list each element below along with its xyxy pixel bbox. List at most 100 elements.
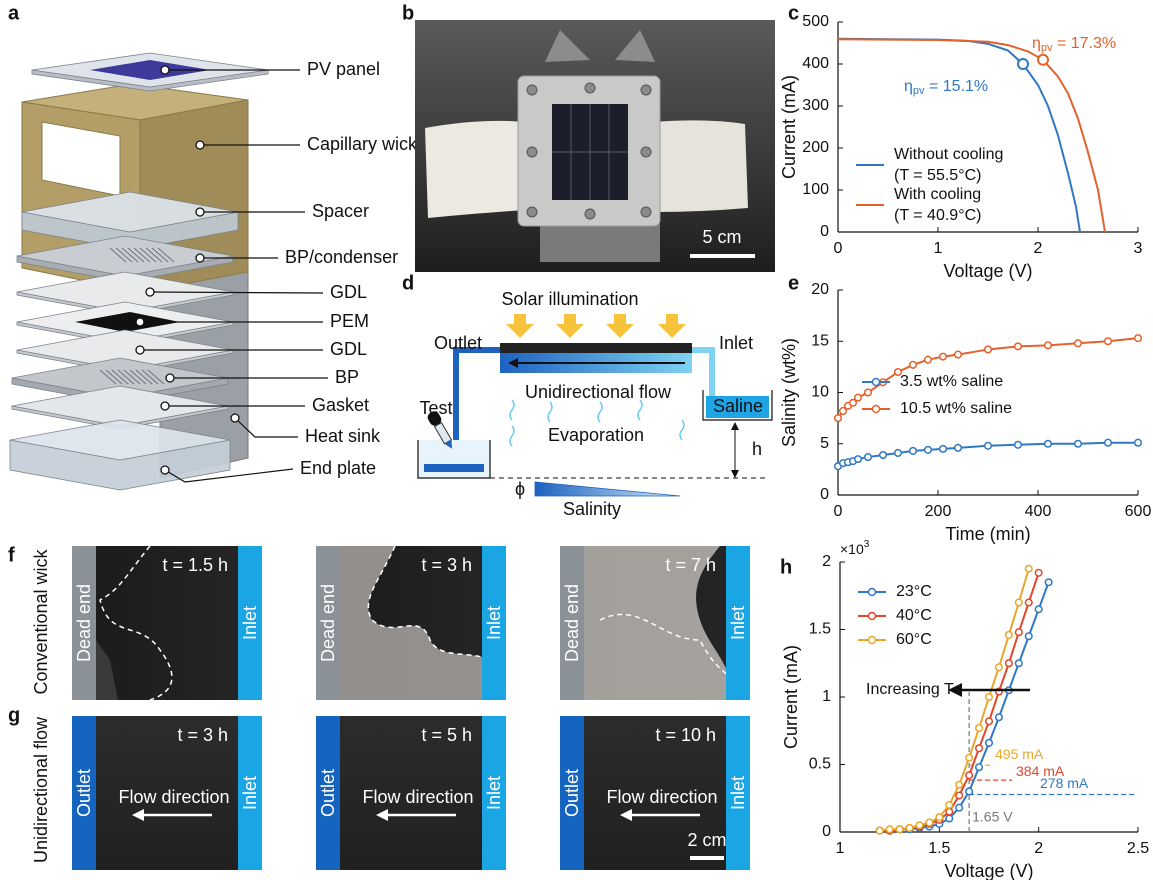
edge-label: Inlet — [728, 776, 748, 810]
time-label: t = 7 h — [665, 555, 716, 575]
leader-dot — [195, 207, 205, 217]
y-tick-label: 0 — [820, 486, 829, 503]
leader-line — [234, 417, 298, 438]
height-arrowhead — [731, 470, 739, 478]
time-label: t = 5 h — [421, 725, 472, 745]
data-point — [945, 814, 954, 823]
screws — [526, 82, 652, 220]
device-photo: 5 cm — [415, 20, 775, 272]
flow-schematic: Solar illumination Outlet Inlet Test Uni… — [417, 289, 773, 519]
end-plate — [9, 419, 231, 491]
diagram-label: Unidirectional flow — [525, 382, 672, 402]
data-point — [953, 350, 963, 359]
y-axis-title: Current (mA) — [779, 75, 799, 179]
bracket — [545, 30, 590, 62]
data-point — [923, 445, 933, 454]
data-point — [895, 825, 904, 834]
component-label: GDL — [330, 282, 367, 302]
channel — [115, 247, 133, 263]
data-point — [984, 717, 994, 726]
panel-a-labels: PV panel Capillary wick Spacer BP/conden… — [285, 59, 418, 478]
edge-label: Dead end — [318, 584, 338, 662]
annotation: ηpv = 15.1% — [904, 78, 988, 97]
data-point — [983, 441, 993, 450]
data-point — [833, 414, 843, 423]
leader-dot — [195, 140, 205, 150]
row-label: Unidirectional flow — [31, 716, 51, 863]
wick-strip — [425, 120, 525, 218]
arrow-label: Flow direction — [118, 787, 229, 807]
data-point — [875, 826, 884, 835]
annotation-subscript: pv — [1041, 42, 1053, 54]
time-label: t = 10 h — [655, 725, 716, 745]
data-point — [984, 738, 994, 747]
channel — [157, 247, 175, 263]
panel-letter: h — [780, 556, 792, 578]
data-point — [908, 360, 918, 369]
data-point — [1024, 632, 1033, 641]
collection-beaker — [417, 440, 491, 479]
conventional-wick-row: Conventional wick Dead end Inlet t = 1.5… — [31, 545, 750, 701]
leader-dot — [195, 253, 205, 263]
legend-label: 23°C — [896, 583, 932, 600]
pem-plate — [16, 301, 234, 346]
x-axis-title: Voltage (V) — [943, 261, 1032, 281]
x-tick-label: 0 — [834, 503, 843, 520]
panel-letter: g — [8, 704, 20, 726]
edge-label: Dead end — [562, 584, 582, 662]
data-point — [1034, 605, 1043, 614]
component-label: Heat sink — [305, 426, 381, 446]
panel-letter: f — [8, 544, 15, 566]
data-point — [863, 388, 873, 397]
panel-letter: e — [788, 272, 799, 294]
legend-marker — [871, 404, 881, 414]
legend-label: (T = 55.5°C) — [894, 167, 981, 184]
panel-letters: a b c d e f g h — [8, 2, 799, 726]
bracket — [615, 30, 655, 62]
data-point — [965, 787, 974, 796]
flow-image: Outlet Inlet t = 10 h Flow direction 2 c… — [560, 716, 750, 870]
wick-image: Dead end Inlet t = 3 h — [316, 545, 506, 700]
data-point — [863, 453, 873, 462]
data-point — [953, 443, 963, 452]
data-point — [1044, 578, 1053, 587]
data-point — [945, 807, 954, 816]
saline-water — [706, 396, 769, 418]
pv-cell — [90, 60, 210, 80]
channel — [147, 369, 165, 385]
component-label: Spacer — [312, 201, 369, 221]
data-point — [923, 355, 933, 364]
y-tick-label: 10 — [811, 384, 829, 401]
diagram-label: Test — [419, 398, 452, 418]
data-point — [1103, 337, 1113, 346]
x-tick-label: 2 — [1034, 240, 1043, 257]
evaporation-waves — [509, 399, 685, 447]
channel — [145, 247, 163, 263]
y-tick-label: 300 — [802, 97, 829, 114]
panel-letter: a — [8, 2, 20, 24]
panel-letter: d — [402, 272, 414, 294]
channel — [139, 247, 157, 263]
data-point — [1043, 439, 1053, 448]
x-tick-label: 1.5 — [928, 840, 950, 857]
data-point — [1024, 598, 1033, 607]
x-tick-label: 2.5 — [1127, 840, 1149, 857]
data-point — [1133, 438, 1143, 447]
data-point — [1014, 598, 1023, 607]
sun-arrows — [506, 314, 686, 338]
multiplier-exponent: 3 — [864, 539, 870, 550]
data-point — [1014, 659, 1023, 668]
max-power-point — [1037, 53, 1049, 66]
unidirectional-row: Unidirectional flow Outlet Inlet t = 3 h… — [31, 716, 750, 870]
legend-label: (T = 40.9°C) — [894, 207, 981, 224]
data-point — [1034, 568, 1043, 577]
legend-marker — [867, 587, 877, 597]
condenser-plate — [16, 235, 234, 283]
flow-image: Outlet Inlet t = 5 h Flow direction — [316, 716, 506, 870]
data-point — [893, 367, 903, 377]
leader-line — [149, 291, 324, 294]
channel — [111, 369, 129, 385]
channel — [133, 247, 151, 263]
